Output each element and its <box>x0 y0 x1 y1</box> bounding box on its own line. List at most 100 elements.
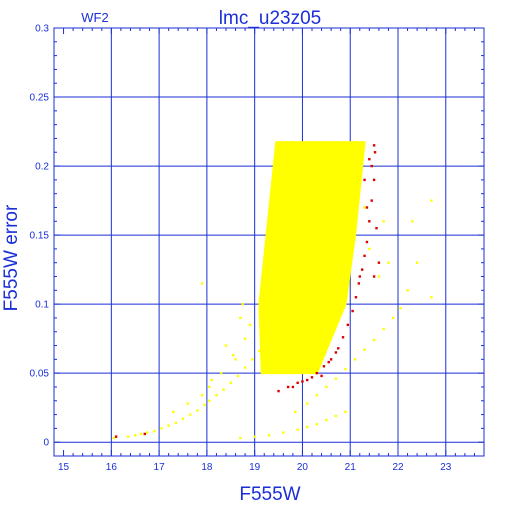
x-tick-label: 23 <box>440 462 452 473</box>
y-tick-label: 0.2 <box>35 162 49 173</box>
yellow-point <box>200 282 204 285</box>
yellow-point <box>315 394 318 397</box>
red-point <box>277 389 280 393</box>
x-tick-label: 22 <box>392 462 404 473</box>
yellow-point <box>430 199 433 202</box>
yellow-point <box>296 428 299 431</box>
yellow-point <box>306 425 309 429</box>
red-point <box>365 206 369 209</box>
red-point <box>370 199 373 202</box>
yellow-point <box>382 220 385 223</box>
yellow-point <box>145 431 149 434</box>
red-point <box>329 358 333 361</box>
yellow-point <box>253 435 256 438</box>
yellow-point <box>344 367 347 371</box>
red-point <box>341 336 345 339</box>
yellow-point <box>325 418 328 422</box>
red-point <box>306 378 309 382</box>
yellow-point <box>239 436 242 440</box>
yellow-point <box>200 394 204 397</box>
yellow-point <box>139 432 143 436</box>
yellow-point <box>325 385 328 389</box>
yellow-point <box>315 423 318 426</box>
y-tick-label: 0.15 <box>30 231 50 242</box>
plot-frame <box>53 27 485 457</box>
yellow-point <box>411 220 414 223</box>
red-point <box>368 157 371 161</box>
red-point <box>351 309 354 313</box>
yellow-point <box>334 377 338 380</box>
red-point <box>363 254 366 258</box>
yellow-point <box>236 374 240 378</box>
yellow-point <box>229 381 232 385</box>
yellow-point <box>392 316 395 320</box>
red-point <box>358 275 361 278</box>
red-point <box>291 385 295 389</box>
red-point <box>327 360 330 364</box>
yellow-point <box>241 302 244 306</box>
red-point <box>334 351 338 354</box>
yellow-point <box>263 341 266 344</box>
yellow-point <box>334 414 338 418</box>
yellow-point <box>382 327 385 331</box>
yellow-point <box>181 417 185 420</box>
red-point <box>368 220 371 223</box>
red-point <box>373 151 377 154</box>
yellow-point <box>267 434 271 437</box>
dense-point-cloud <box>258 141 366 375</box>
yellow-point <box>167 424 170 427</box>
yellow-point <box>208 385 211 389</box>
yellow-point <box>174 421 178 425</box>
yellow-point <box>251 358 254 361</box>
red-point <box>322 365 326 368</box>
y-axis-label: F555W error <box>1 204 22 311</box>
tick-marks <box>53 27 485 457</box>
yellow-point <box>399 307 402 310</box>
y-tick-label: 0 <box>43 438 49 449</box>
yellow-point <box>430 296 433 299</box>
red-point <box>372 178 376 182</box>
yellow-point <box>231 354 235 357</box>
yellow-point <box>112 436 115 440</box>
red-point <box>301 380 304 383</box>
red-point <box>143 432 146 436</box>
x-tick-label: 21 <box>345 462 357 473</box>
y-tick-label: 0.05 <box>30 369 50 380</box>
yellow-point <box>387 261 390 264</box>
chart-title: lmc_u23z05 <box>219 8 321 29</box>
x-tick-label: 17 <box>154 462 166 473</box>
red-point <box>365 240 369 244</box>
yellow-point <box>282 431 285 434</box>
yellow-point <box>188 413 192 416</box>
yellow-point <box>243 366 247 369</box>
corner-label: WF2 <box>81 10 108 25</box>
red-point <box>346 323 350 327</box>
red-point <box>286 385 290 389</box>
yellow-point <box>372 338 376 342</box>
x-tick-label: 16 <box>106 462 118 473</box>
yellow-point <box>234 358 237 361</box>
yellow-point <box>248 323 252 327</box>
yellow-point <box>258 349 261 353</box>
red-point <box>320 374 323 378</box>
x-tick-label: 19 <box>249 462 261 473</box>
y-tick-label: 0.25 <box>30 93 50 104</box>
red-point <box>375 226 378 230</box>
data-points <box>112 141 433 440</box>
red-point <box>372 144 376 147</box>
yellow-point <box>294 410 297 414</box>
yellow-point <box>224 344 228 347</box>
y-tick-label: 0.1 <box>35 300 49 311</box>
yellow-point <box>134 434 137 437</box>
red-point <box>360 268 364 271</box>
x-tick-label: 18 <box>201 462 213 473</box>
yellow-point <box>222 388 225 391</box>
yellow-point <box>208 399 211 402</box>
red-point <box>114 435 118 438</box>
yellow-point <box>306 402 309 405</box>
yellow-point <box>406 289 409 292</box>
red-point <box>357 282 361 285</box>
yellow-point <box>172 410 175 414</box>
red-point <box>296 381 299 385</box>
